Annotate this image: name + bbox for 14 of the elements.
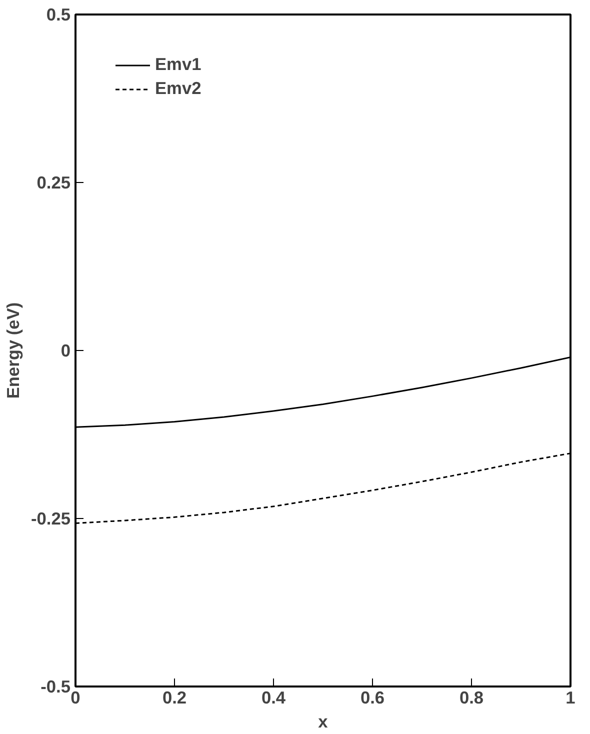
x-axis-title: x [318, 712, 328, 732]
y-tick-label: -0.25 [31, 508, 71, 528]
legend-label: Emv1 [155, 54, 202, 75]
x-tick-label: 0.4 [261, 688, 286, 708]
y-tick-label: 0.25 [36, 172, 71, 192]
x-tick-label: 1 [566, 688, 576, 708]
x-tick-label: 0.8 [459, 688, 484, 708]
y-axis-title: Energy (eV) [3, 302, 24, 399]
y-tick-label: 0 [60, 340, 71, 360]
y-tick-label: 0.5 [46, 4, 71, 24]
x-tick-label: 0.2 [162, 688, 187, 708]
x-tick-label: 0.6 [360, 688, 385, 708]
y-tick-label: -0.5 [40, 676, 71, 696]
legend-label: Emv2 [155, 78, 202, 99]
